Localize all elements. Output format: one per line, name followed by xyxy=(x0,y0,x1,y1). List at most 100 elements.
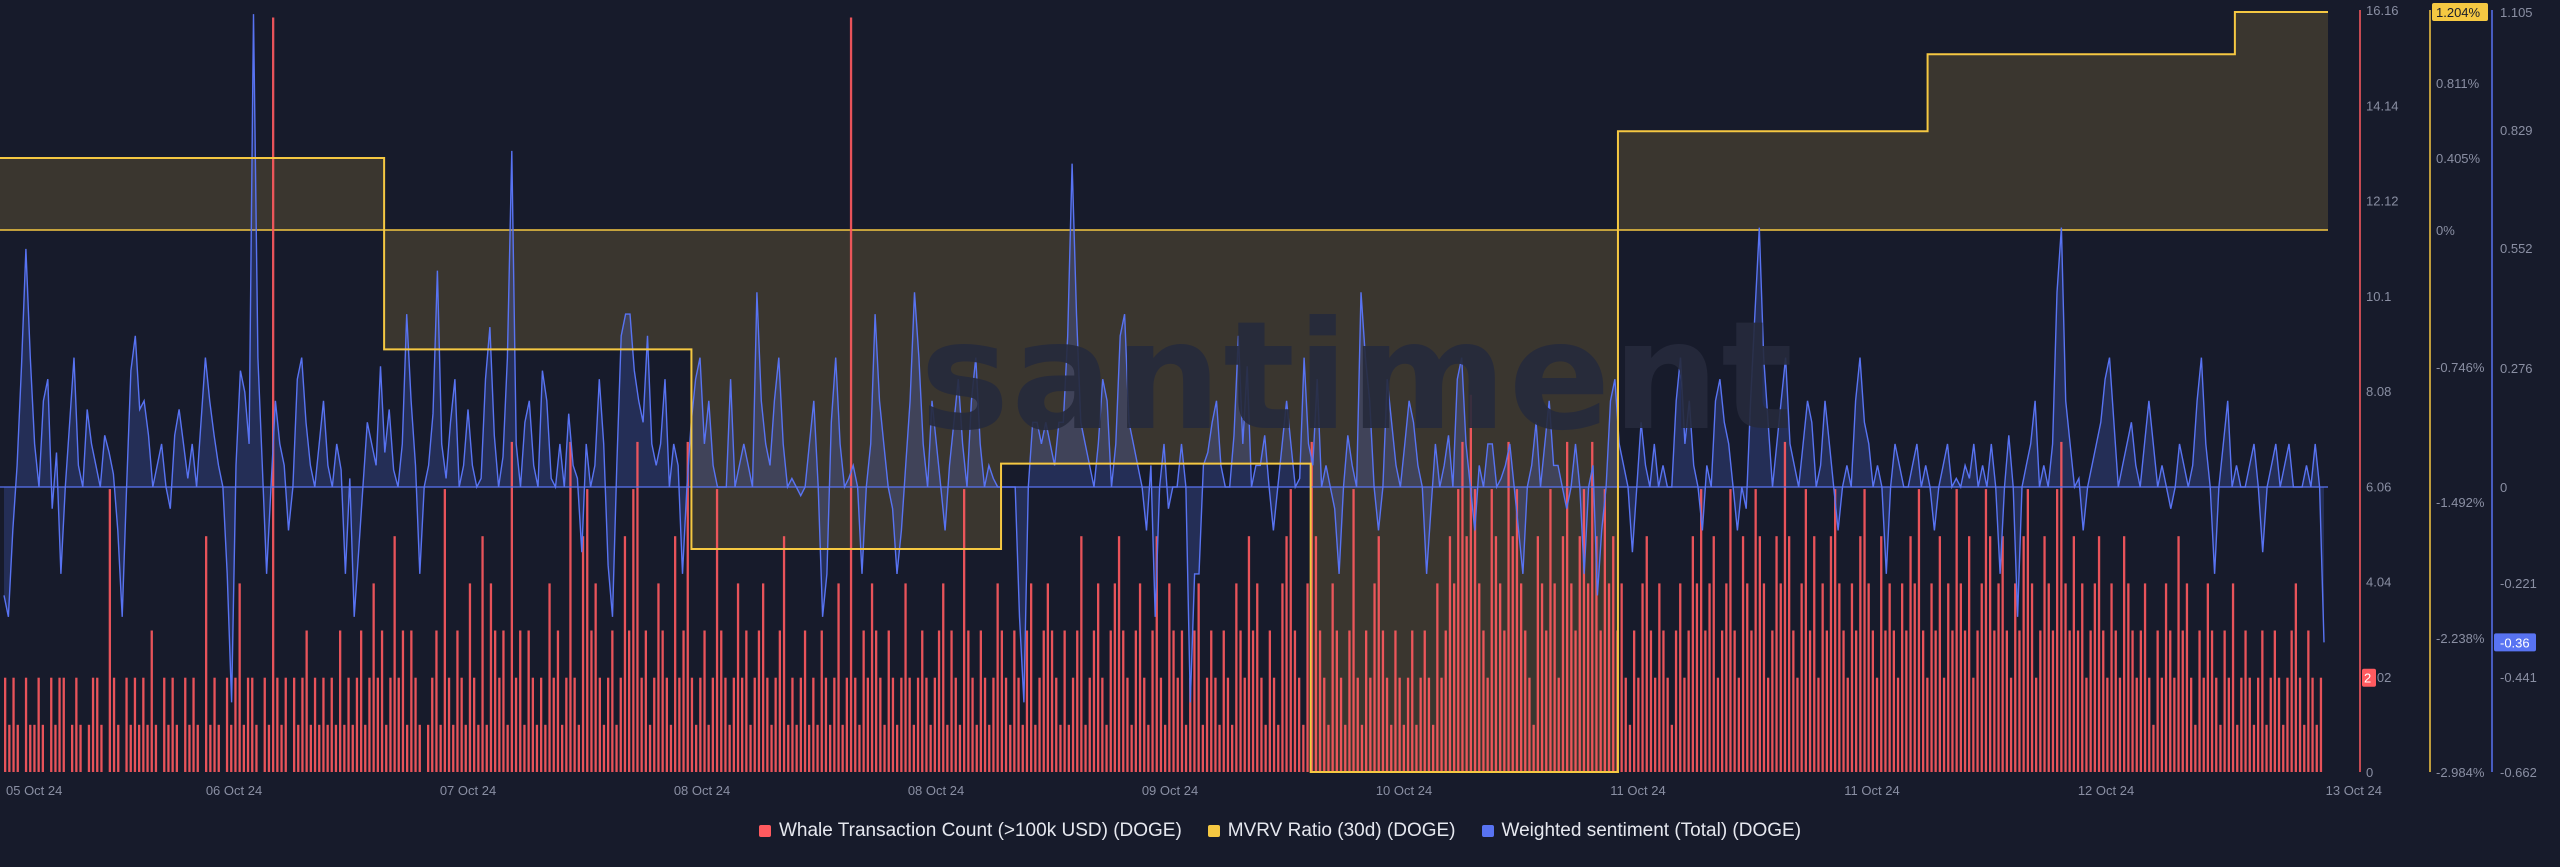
whale-bar xyxy=(782,536,786,772)
whale-bar xyxy=(41,724,44,772)
whale-bar xyxy=(301,677,304,772)
whale-bar xyxy=(1721,630,1724,772)
whale-bar xyxy=(996,583,999,772)
whale-bar xyxy=(900,677,903,772)
whale-bar xyxy=(1649,630,1653,772)
whale-bar xyxy=(385,724,388,772)
legend-item-whale[interactable]: Whale Transaction Count (>100k USD) (DOG… xyxy=(758,820,1182,842)
whale-bar xyxy=(2009,677,2013,772)
whale-bar xyxy=(1545,630,1548,772)
whale-bar xyxy=(548,583,551,772)
whale-bar xyxy=(891,677,895,772)
whale-bar xyxy=(1741,536,1745,772)
whale-bar xyxy=(2223,630,2226,772)
whale-bar xyxy=(108,489,111,772)
whale-bar xyxy=(138,724,141,772)
whale-bar xyxy=(753,677,756,772)
whale-bar xyxy=(1922,630,1925,772)
whale-bar xyxy=(648,724,652,772)
whale-bar xyxy=(2257,677,2260,772)
whale-bar xyxy=(2194,724,2197,772)
whale-bar xyxy=(506,724,509,772)
whale-bar xyxy=(590,630,593,772)
whale-bar xyxy=(728,724,731,772)
whale-bar xyxy=(1172,630,1175,772)
whale-bar xyxy=(1599,630,1602,772)
sentiment-tick-label: -0.221 xyxy=(2500,576,2537,591)
whale-bar xyxy=(167,724,170,772)
whale-last-value: 2 xyxy=(2364,671,2371,686)
whale-bar xyxy=(87,724,91,772)
whale-bar xyxy=(1942,677,1946,772)
whale-bar xyxy=(1549,489,1552,772)
whale-bar xyxy=(1055,677,1058,772)
whale-bar xyxy=(1566,441,1569,772)
whale-bar xyxy=(1097,583,1100,772)
whale-bar xyxy=(988,724,991,772)
whale-bar xyxy=(1746,583,1749,772)
mvrv-tick-label: -0.746% xyxy=(2436,360,2485,375)
whale-bar xyxy=(2035,677,2038,772)
legend-item-mvrv[interactable]: MVRV Ratio (30d) (DOGE) xyxy=(1207,820,1456,842)
whale-bar xyxy=(2127,583,2130,772)
sentiment-tick-label: 1.105 xyxy=(2500,5,2533,20)
whale-bar xyxy=(741,677,744,772)
whale-bar xyxy=(1926,677,1929,772)
whale-bar xyxy=(171,677,174,772)
whale-bar xyxy=(1821,583,1824,772)
whale-bar xyxy=(1654,677,1657,772)
whale-bar xyxy=(435,630,438,772)
whale-tick-label: 8.08 xyxy=(2366,384,2391,399)
whale-bar xyxy=(963,489,966,772)
whale-bar xyxy=(795,724,798,772)
whale-bar xyxy=(535,724,539,772)
whale-bar xyxy=(1251,630,1255,772)
whale-bar xyxy=(1658,583,1661,772)
whale-bar xyxy=(2164,583,2168,772)
sentiment-tick-label: 0.829 xyxy=(2500,123,2533,138)
whale-bar xyxy=(1381,630,1385,772)
whale-bar xyxy=(1570,583,1573,772)
whale-bar xyxy=(1582,489,1586,772)
whale-bar xyxy=(251,677,254,772)
sentiment-tick-label: 0.276 xyxy=(2500,361,2533,376)
whale-bar xyxy=(414,677,417,772)
whale-bar xyxy=(607,677,610,772)
whale-bar xyxy=(2039,630,2042,772)
whale-bar xyxy=(1138,583,1142,772)
legend-item-sentiment[interactable]: Weighted sentiment (Total) (DOGE) xyxy=(1481,820,1801,842)
whale-bar xyxy=(1277,724,1280,772)
whale-bar xyxy=(2123,536,2126,772)
x-tick-label: 09 Oct 24 xyxy=(1142,783,1198,798)
whale-bar xyxy=(674,536,677,772)
whale-bar xyxy=(715,489,719,772)
whale-bar xyxy=(1390,724,1393,772)
whale-bar xyxy=(1189,677,1192,772)
whale-bar xyxy=(175,724,178,772)
whale-bar xyxy=(1875,677,1879,772)
whale-bar xyxy=(481,536,484,772)
whale-bar xyxy=(1825,630,1828,772)
whale-bar xyxy=(502,630,505,772)
whale-bar xyxy=(1909,536,1912,772)
chart-legend: Whale Transaction Count (>100k USD) (DOG… xyxy=(0,820,2560,842)
whale-bar xyxy=(242,724,245,772)
whale-bar xyxy=(1256,583,1259,772)
whale-bar xyxy=(1540,583,1544,772)
whale-bar xyxy=(1511,536,1514,772)
whale-bar xyxy=(1348,630,1351,772)
x-tick-label: 08 Oct 24 xyxy=(674,783,730,798)
whale-bar xyxy=(1130,724,1133,772)
whale-bar xyxy=(1293,630,1297,772)
whale-bar xyxy=(514,677,518,772)
whale-bar xyxy=(246,677,250,772)
whale-bar xyxy=(1042,630,1045,772)
whale-bar xyxy=(879,677,882,772)
whale-bar xyxy=(1896,677,1900,772)
whale-bar xyxy=(2303,724,2306,772)
whale-bar xyxy=(1369,677,1372,772)
whale-bar xyxy=(573,677,576,772)
whale-bar xyxy=(1679,583,1682,772)
whale-bar xyxy=(695,724,698,772)
